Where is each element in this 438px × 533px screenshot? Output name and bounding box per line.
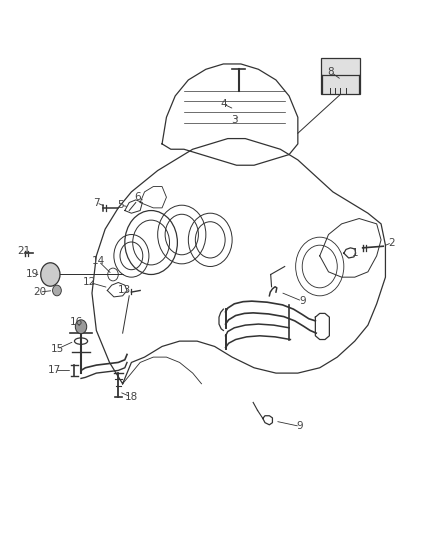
Text: 19: 19 bbox=[26, 270, 39, 279]
Text: 12: 12 bbox=[83, 278, 96, 287]
Text: 13: 13 bbox=[118, 286, 131, 295]
Text: 8: 8 bbox=[327, 67, 334, 77]
Text: 18: 18 bbox=[125, 392, 138, 402]
Text: 9: 9 bbox=[297, 422, 304, 431]
Circle shape bbox=[53, 285, 61, 296]
Circle shape bbox=[41, 263, 60, 286]
Text: 21: 21 bbox=[18, 246, 31, 255]
Text: 14: 14 bbox=[92, 256, 105, 266]
Text: 15: 15 bbox=[50, 344, 64, 354]
Text: 2: 2 bbox=[389, 238, 396, 247]
Text: 6: 6 bbox=[134, 192, 141, 202]
Text: 9: 9 bbox=[299, 296, 306, 306]
Text: 7: 7 bbox=[93, 198, 100, 207]
Text: 5: 5 bbox=[117, 200, 124, 210]
Text: 16: 16 bbox=[70, 318, 83, 327]
Text: 1: 1 bbox=[351, 248, 358, 258]
Text: 3: 3 bbox=[231, 115, 238, 125]
Circle shape bbox=[75, 320, 87, 334]
FancyBboxPatch shape bbox=[321, 58, 360, 94]
Text: 4: 4 bbox=[220, 99, 227, 109]
Text: 20: 20 bbox=[33, 287, 46, 297]
Text: 17: 17 bbox=[48, 366, 61, 375]
